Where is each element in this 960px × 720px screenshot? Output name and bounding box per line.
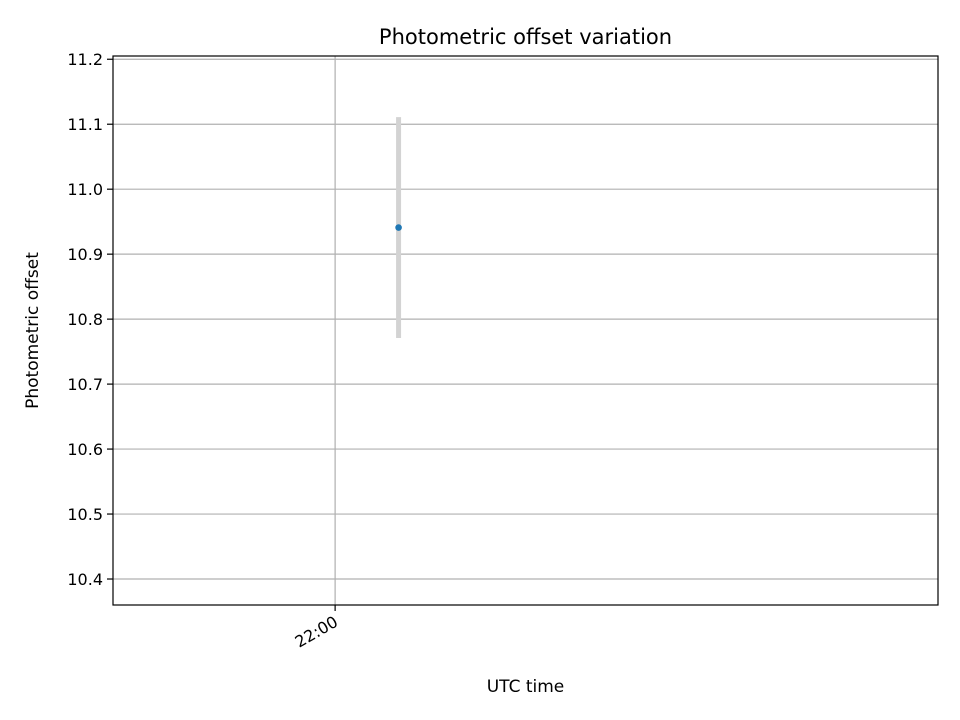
x-axis-label: UTC time [487, 677, 565, 697]
data-points [395, 224, 402, 231]
x-tick-label: 22:00 [292, 612, 341, 652]
y-axis: 10.4 10.5 10.6 10.7 10.8 10.9 11.0 11.1 11.2 [67, 50, 113, 589]
y-tick-label: 10.9 [67, 245, 103, 264]
y-tick-label: 10.6 [67, 440, 103, 459]
y-axis-label: Photometric offset [23, 252, 43, 409]
y-tick-label: 10.8 [67, 310, 103, 329]
error-bars [396, 117, 402, 338]
data-point [395, 224, 402, 231]
y-tick-label: 11.1 [67, 115, 103, 134]
y-tick-label: 10.7 [67, 375, 103, 394]
y-tick-label: 10.4 [67, 570, 103, 589]
y-tick-label: 11.2 [67, 50, 103, 69]
chart-title: Photometric offset variation [379, 25, 672, 49]
x-axis: 22:0022:3023:0023:3000:0000:3001:0001:30… [292, 605, 341, 652]
plot-frame [112, 55, 939, 606]
grid [113, 56, 938, 605]
y-tick-label: 10.5 [67, 505, 103, 524]
y-tick-label: 11.0 [67, 180, 103, 199]
